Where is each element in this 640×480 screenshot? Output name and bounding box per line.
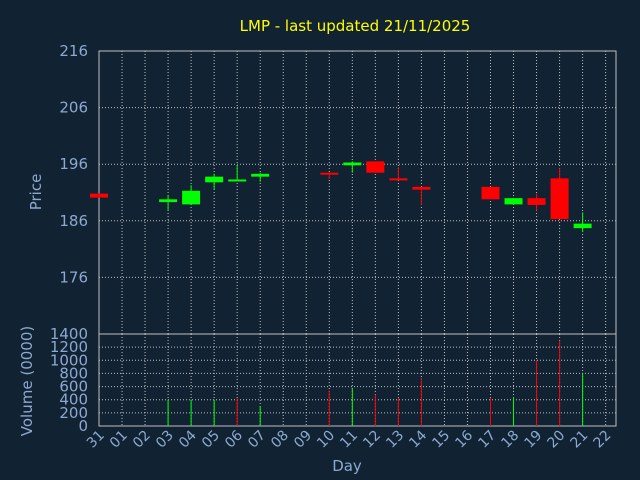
- volume-tick-label: 600: [59, 378, 88, 396]
- candle: [343, 161, 362, 173]
- price-plot-frame: [98, 50, 617, 335]
- volume-tick-label: 1200: [50, 338, 88, 356]
- day-tick-label: 04: [176, 427, 200, 451]
- day-tick-label: 12: [360, 428, 384, 452]
- candle-body: [366, 161, 385, 173]
- candle: [205, 173, 224, 190]
- day-tick-label: 20: [544, 428, 568, 452]
- candle-body: [182, 190, 201, 205]
- candle: [573, 212, 592, 233]
- price-axis-label: Price: [27, 174, 45, 211]
- volume-tick-label: 1400: [50, 325, 88, 343]
- candle: [504, 198, 523, 205]
- chart-title: LMP - last updated 21/11/2025: [240, 17, 471, 35]
- candle: [228, 165, 247, 182]
- candle: [366, 161, 385, 173]
- day-tick-label: 03: [153, 428, 177, 452]
- volume-tick-label: 800: [59, 364, 88, 382]
- day-tick-label: 18: [498, 428, 522, 452]
- volume-axis-label: Volume (0000): [18, 326, 36, 436]
- volume-plot-frame: [98, 333, 617, 427]
- x-axis-label: Day: [332, 457, 362, 475]
- candle: [320, 172, 339, 179]
- candle: [182, 185, 201, 205]
- day-tick-label: 08: [268, 428, 292, 452]
- day-tick-label: 11: [337, 428, 361, 452]
- candle: [481, 186, 500, 200]
- day-tick-label: 05: [199, 428, 223, 452]
- price-panel: 216 206 196 186 176: [59, 42, 617, 335]
- day-tick-label: 06: [222, 427, 246, 451]
- candle-body: [481, 186, 500, 200]
- day-tick-label: 22: [591, 428, 615, 452]
- volume-tick-label: 1000: [50, 351, 88, 369]
- price-tick-label: 206: [59, 99, 88, 117]
- candle-body: [504, 198, 523, 205]
- candle-body: [412, 186, 431, 190]
- day-tick-label: 16: [452, 427, 476, 451]
- candle-body: [320, 172, 339, 175]
- candle: [412, 186, 431, 205]
- candle: [90, 193, 108, 198]
- day-tick-label: 10: [314, 428, 338, 452]
- candle: [527, 193, 546, 211]
- day-tick-label: 14: [406, 427, 430, 451]
- day-tick-label: 01: [107, 428, 131, 452]
- candle-body: [550, 178, 569, 220]
- day-tick-label: 19: [521, 428, 545, 452]
- candle-body: [90, 193, 108, 198]
- candle-body: [389, 178, 408, 181]
- candle-body: [251, 173, 270, 177]
- day-tick-label: 07: [245, 428, 269, 452]
- price-tick-label: 216: [59, 42, 88, 60]
- day-tick-label: 17: [475, 428, 499, 452]
- day-axis: 31 01 02 03 04 05 06 07 08 09 10 11 12 13 14 15 16 17 18 19…: [84, 427, 615, 451]
- candle-body: [527, 198, 546, 205]
- price-tick-label: 186: [59, 212, 88, 230]
- candle: [389, 167, 408, 181]
- candle: [550, 168, 569, 220]
- candle-body: [205, 176, 224, 183]
- day-tick-label: 21: [568, 428, 592, 452]
- candle-body: [343, 162, 362, 166]
- day-tick-label: 15: [429, 428, 453, 452]
- day-tick-label: 13: [383, 428, 407, 452]
- volume-tick-label: 0: [78, 417, 88, 435]
- day-tick-label: 09: [291, 428, 315, 452]
- candle-body: [159, 199, 178, 203]
- candle: [251, 172, 270, 182]
- price-tick-label: 176: [59, 268, 88, 286]
- price-tick-label: 196: [59, 155, 88, 173]
- candle-body: [228, 179, 247, 182]
- candle-body: [573, 223, 592, 229]
- candle: [159, 195, 178, 211]
- day-tick-label: 02: [130, 428, 154, 452]
- volume-tick-label: 400: [59, 391, 88, 409]
- volume-tick-label: 200: [59, 404, 88, 422]
